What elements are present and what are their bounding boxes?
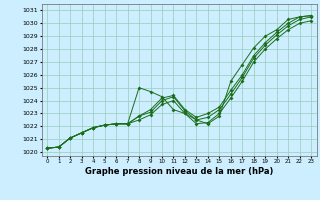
X-axis label: Graphe pression niveau de la mer (hPa): Graphe pression niveau de la mer (hPa) xyxy=(85,167,273,176)
